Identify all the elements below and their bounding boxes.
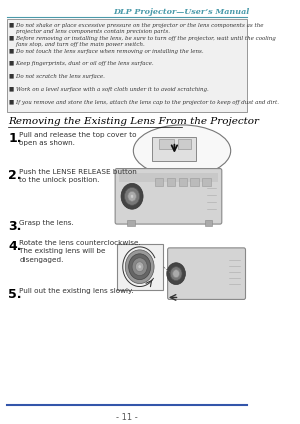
Text: 2.: 2. [8,169,22,181]
Text: ■ If you remove and store the lens, attach the lens cap to the projector to keep: ■ If you remove and store the lens, atta… [9,100,279,105]
Text: fans stop, and turn off the main power switch.: fans stop, and turn off the main power s… [9,42,145,47]
Text: Push the LENSE RELEASE button
to the unlock position.: Push the LENSE RELEASE button to the unl… [20,169,137,183]
Bar [167,179,175,187]
Text: ■ Do not touch the lens surface when removing or installing the lens.: ■ Do not touch the lens surface when rem… [9,49,204,53]
Text: Grasp the lens.: Grasp the lens. [20,220,74,226]
Circle shape [173,270,179,278]
FancyBboxPatch shape [168,248,245,299]
Circle shape [125,250,154,284]
Circle shape [130,194,134,198]
Circle shape [167,263,185,285]
Text: ■ Do not scratch the lens surface.: ■ Do not scratch the lens surface. [9,74,105,79]
Circle shape [132,258,147,276]
Circle shape [170,267,182,281]
FancyBboxPatch shape [7,19,247,112]
Text: Removing the Existing Lens From the Projector: Removing the Existing Lens From the Proj… [8,117,260,126]
Circle shape [129,254,151,279]
Bar [190,179,199,187]
Text: 4.: 4. [8,240,22,253]
Text: projector and lens components contain precision parts.: projector and lens components contain pr… [9,29,170,34]
Text: Pull and release the top cover to
open as shown.: Pull and release the top cover to open a… [20,132,137,146]
Text: Pull out the existing lens slowly.: Pull out the existing lens slowly. [20,287,134,293]
Text: 3.: 3. [8,220,22,233]
Ellipse shape [133,125,231,176]
Bar [127,220,135,226]
Circle shape [121,184,143,209]
Bar [159,139,174,149]
Bar [118,173,218,182]
Bar [178,179,187,187]
Bar [202,179,211,187]
Text: DLP Projector—User’s Manual: DLP Projector—User’s Manual [113,8,250,16]
Text: Rotate the lens counterclockwise.
The existing lens will be
disengaged.: Rotate the lens counterclockwise. The ex… [20,240,141,263]
FancyBboxPatch shape [115,169,222,224]
Text: - 11 -: - 11 - [116,413,138,422]
Bar [205,220,212,226]
Text: 1.: 1. [8,132,22,145]
Bar [155,179,164,187]
Circle shape [128,191,136,201]
Text: ■ Do not shake or place excessive pressure on the projector or the lens componen: ■ Do not shake or place excessive pressu… [9,23,264,28]
Text: ■ Before removing or installing the lens, be sure to turn off the projector, wai: ■ Before removing or installing the lens… [9,36,276,41]
Circle shape [136,262,144,272]
Circle shape [138,265,141,269]
Bar [117,244,164,290]
Text: ■ Work on a level surface with a soft cloth under it to avoid scratching.: ■ Work on a level surface with a soft cl… [9,87,209,92]
Text: ■ Keep fingerprints, dust or oil off the lens surface.: ■ Keep fingerprints, dust or oil off the… [9,61,154,67]
Bar [178,139,191,149]
Bar [152,137,196,161]
Circle shape [124,187,140,205]
Text: 5.: 5. [8,287,22,301]
